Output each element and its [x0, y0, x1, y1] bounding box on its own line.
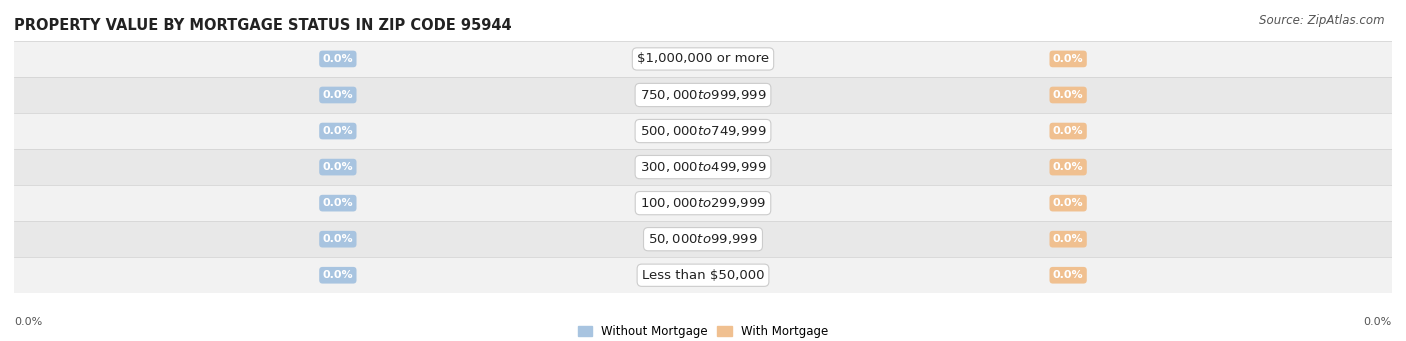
- Text: $100,000 to $299,999: $100,000 to $299,999: [640, 196, 766, 210]
- FancyBboxPatch shape: [14, 41, 1392, 77]
- Text: 0.0%: 0.0%: [14, 317, 42, 327]
- Text: $500,000 to $749,999: $500,000 to $749,999: [640, 124, 766, 138]
- FancyBboxPatch shape: [14, 185, 1392, 221]
- Text: 0.0%: 0.0%: [322, 54, 353, 64]
- Text: PROPERTY VALUE BY MORTGAGE STATUS IN ZIP CODE 95944: PROPERTY VALUE BY MORTGAGE STATUS IN ZIP…: [14, 18, 512, 33]
- Text: 0.0%: 0.0%: [1053, 234, 1084, 244]
- Text: 0.0%: 0.0%: [1053, 54, 1084, 64]
- FancyBboxPatch shape: [14, 149, 1392, 185]
- Text: 0.0%: 0.0%: [1053, 198, 1084, 208]
- Text: 0.0%: 0.0%: [322, 198, 353, 208]
- FancyBboxPatch shape: [14, 257, 1392, 293]
- Text: Source: ZipAtlas.com: Source: ZipAtlas.com: [1260, 14, 1385, 27]
- Text: 0.0%: 0.0%: [1053, 270, 1084, 280]
- Text: 0.0%: 0.0%: [322, 90, 353, 100]
- Legend: Without Mortgage, With Mortgage: Without Mortgage, With Mortgage: [574, 321, 832, 341]
- Text: 0.0%: 0.0%: [322, 126, 353, 136]
- Text: $50,000 to $99,999: $50,000 to $99,999: [648, 232, 758, 246]
- FancyBboxPatch shape: [14, 113, 1392, 149]
- Text: $750,000 to $999,999: $750,000 to $999,999: [640, 88, 766, 102]
- Text: 0.0%: 0.0%: [1053, 126, 1084, 136]
- Text: 0.0%: 0.0%: [1053, 90, 1084, 100]
- Text: $1,000,000 or more: $1,000,000 or more: [637, 53, 769, 65]
- Text: 0.0%: 0.0%: [322, 162, 353, 172]
- Text: 0.0%: 0.0%: [1053, 162, 1084, 172]
- Text: Less than $50,000: Less than $50,000: [641, 269, 765, 282]
- FancyBboxPatch shape: [14, 77, 1392, 113]
- Text: 0.0%: 0.0%: [1364, 317, 1392, 327]
- Text: $300,000 to $499,999: $300,000 to $499,999: [640, 160, 766, 174]
- Text: 0.0%: 0.0%: [322, 270, 353, 280]
- Text: 0.0%: 0.0%: [322, 234, 353, 244]
- FancyBboxPatch shape: [14, 221, 1392, 257]
